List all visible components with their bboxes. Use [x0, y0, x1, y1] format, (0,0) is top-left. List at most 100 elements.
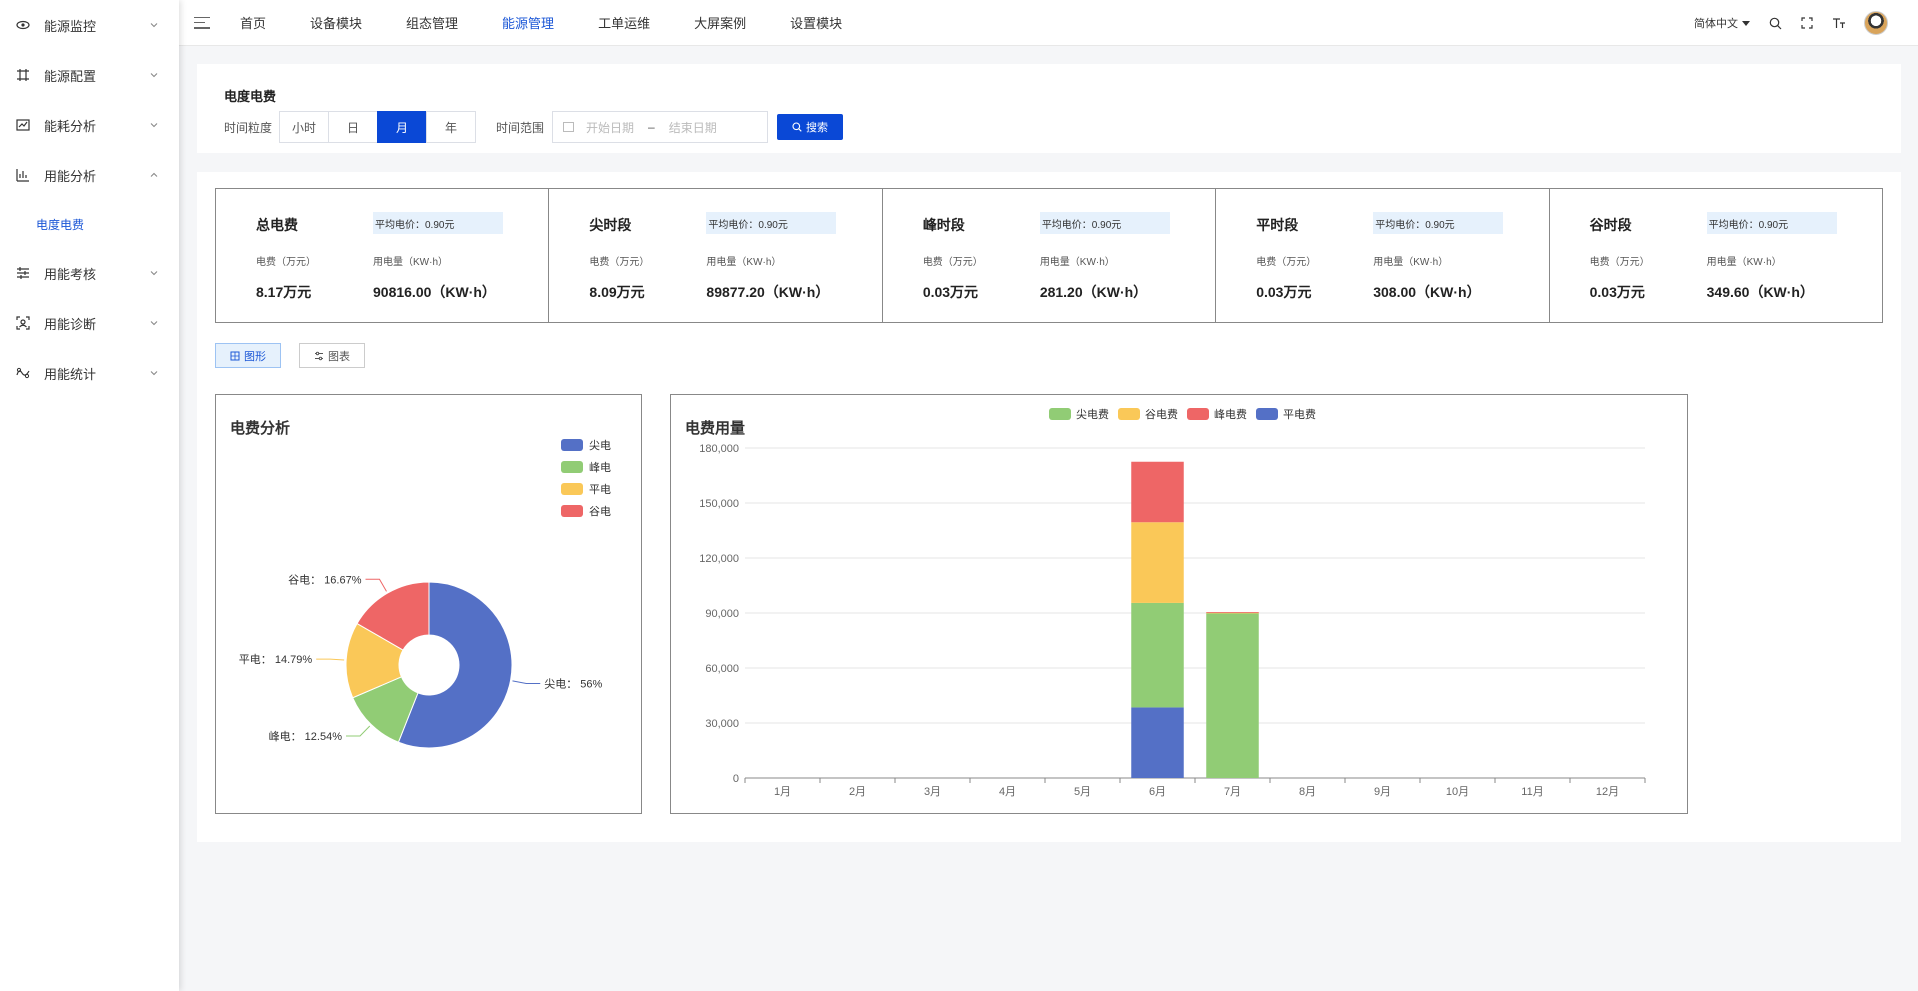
- nav-configuration[interactable]: 组态管理: [406, 16, 459, 31]
- stat-peak: 峰时段 平均电价：0.90元 电费（万元） 用电量（KW·h） 0.03万元 2…: [883, 189, 1217, 322]
- search-icon[interactable]: [1768, 16, 1782, 30]
- y-tick-label: 90,000: [705, 608, 739, 620]
- granularity-year-button[interactable]: 年: [426, 111, 477, 143]
- stat-fee-value: 8.09万元: [589, 284, 645, 300]
- x-tick-label: 8月: [1299, 786, 1316, 798]
- nav-energy-management[interactable]: 能源管理: [502, 16, 555, 31]
- stat-peak-top: 尖时段 平均电价：0.90元 电费（万元） 用电量（KW·h） 8.09万元 8…: [549, 189, 883, 322]
- bar-legend-swatch: [1118, 408, 1140, 420]
- list-icon: [16, 266, 30, 280]
- pie-chart-title: 电费分析: [230, 420, 291, 437]
- menu-toggle-icon[interactable]: [194, 16, 210, 29]
- nav-settings[interactable]: 设置模块: [790, 16, 843, 31]
- stat-fee-value: 8.17万元: [256, 284, 312, 300]
- stat-title: 总电费: [256, 217, 298, 233]
- sidebar-subitem-electricity-fee[interactable]: 电度电费: [36, 217, 85, 232]
- stat-usage-value: 90816.00（KW·h）: [373, 284, 496, 300]
- stat-title: 峰时段: [922, 217, 965, 233]
- y-tick-label: 30,000: [705, 718, 739, 730]
- x-tick-label: 3月: [924, 786, 941, 798]
- sliders-icon: [315, 351, 323, 360]
- bar-segment: [1206, 612, 1259, 614]
- bar-legend-swatch: [1256, 408, 1278, 420]
- top-navbar: 首页 设备模块 组态管理 能源管理 工单运维 大屏案例 设置模块 简体中文: [179, 0, 1918, 46]
- start-date-input[interactable]: 开始日期: [586, 120, 635, 135]
- y-tick-label: 60,000: [705, 663, 739, 675]
- bar-legend-label: 峰电费: [1214, 408, 1247, 421]
- stat-fee-value: 0.03万元: [1256, 284, 1312, 300]
- font-size-icon[interactable]: [1832, 16, 1846, 30]
- sidebar-item-usage-analysis[interactable]: 用能分析: [0, 150, 179, 200]
- nav-big-screen[interactable]: 大屏案例: [694, 16, 747, 31]
- chevron-down-icon: [150, 23, 158, 28]
- nav-device-module[interactable]: 设备模块: [310, 16, 363, 31]
- sidebar-item-consumption-analysis[interactable]: 能耗分析: [0, 100, 179, 150]
- pie-leader-line: [346, 725, 371, 737]
- x-tick-label: 10月: [1446, 786, 1469, 798]
- calendar-icon: [563, 122, 575, 132]
- pie-legend-swatch: [561, 439, 583, 451]
- bar-segment: [1131, 602, 1184, 708]
- stat-usage-label: 用电量（KW·h）: [373, 257, 448, 268]
- stat-fee-label: 电费（万元）: [922, 257, 983, 268]
- x-tick-label: 9月: [1374, 786, 1391, 798]
- stat-usage-value: 89877.20（KW·h）: [706, 284, 830, 300]
- table-view-button[interactable]: 图表: [299, 343, 365, 368]
- stat-avg-price: 平均电价：0.90元: [706, 212, 837, 234]
- chevron-up-icon: [150, 172, 158, 177]
- end-date-input[interactable]: 结束日期: [668, 120, 717, 135]
- pie-legend-label: 峰电: [589, 461, 611, 474]
- y-tick-label: 0: [733, 773, 739, 785]
- granularity-month-button[interactable]: 月: [377, 111, 428, 143]
- pie-data-label: 谷电： 16.67%: [288, 573, 362, 586]
- granularity-label: 时间粒度: [224, 120, 273, 135]
- pie-legend-swatch: [561, 483, 583, 495]
- stat-total: 总电费 平均电价：0.90元 电费（万元） 用电量（KW·h） 8.17万元 9…: [216, 189, 550, 322]
- sidebar-item-energy-monitor[interactable]: 能源监控: [0, 0, 179, 50]
- pie-legend-label: 平电: [589, 483, 611, 496]
- pie-legend-swatch: [561, 505, 583, 517]
- graph-view-button[interactable]: 图形: [215, 343, 281, 368]
- stat-avg-price: 平均电价：0.90元: [1706, 212, 1837, 234]
- sidebar-item-usage-assessment[interactable]: 用能考核: [0, 248, 179, 298]
- nav-home[interactable]: 首页: [240, 16, 267, 31]
- stat-avg-price: 平均电价：0.90元: [373, 212, 503, 234]
- time-range-label: 时间范围: [496, 120, 545, 135]
- language-label: 简体中文: [1694, 18, 1738, 30]
- language-selector[interactable]: 简体中文: [1694, 15, 1750, 31]
- bar-chart-title: 电费用量: [685, 420, 746, 437]
- bar-segment: [1206, 612, 1259, 613]
- graph-view-label: 图形: [244, 350, 266, 363]
- search-button[interactable]: 搜索: [777, 114, 844, 140]
- sidebar-item-usage-diagnosis[interactable]: 用能诊断: [0, 298, 179, 348]
- bar-chart: 尖电费 谷电费 峰电费 平电费 0 30,000 60,000 90,000 120,000 15…: [699, 408, 1646, 798]
- y-tick-label: 180,000: [699, 443, 739, 455]
- sidebar-item-label: 用能诊断: [44, 316, 97, 332]
- bar-segment: [1131, 461, 1184, 523]
- pie-leader-line: [316, 658, 345, 661]
- eye-icon: [16, 18, 30, 32]
- analysis-icon: [16, 168, 30, 182]
- chart-icon: [16, 118, 30, 132]
- stat-usage-label: 用电量（KW·h）: [1039, 257, 1115, 268]
- pie-slice: [397, 581, 513, 749]
- fullscreen-icon[interactable]: [1800, 16, 1814, 30]
- granularity-hour-button[interactable]: 小时: [279, 111, 330, 143]
- granularity-day-button[interactable]: 日: [328, 111, 379, 143]
- sidebar-item-energy-config[interactable]: 能源配置: [0, 50, 179, 100]
- nav-work-order[interactable]: 工单运维: [598, 16, 651, 31]
- pie-leader-line: [512, 680, 541, 685]
- stat-avg-price: 平均电价：0.90元: [1039, 212, 1170, 234]
- granularity-segmented: 小时 日 月 年: [279, 111, 477, 143]
- sidebar-item-usage-statistics[interactable]: 用能统计: [0, 348, 179, 398]
- x-tick-label: 11月: [1521, 786, 1543, 798]
- bar-segment: [1131, 522, 1184, 603]
- pie-leader-line: [365, 578, 387, 592]
- stat-usage-value: 281.20（KW·h）: [1039, 284, 1148, 300]
- date-range-picker[interactable]: 开始日期 – 结束日期: [552, 111, 769, 143]
- pie-data-label: 平电： 14.79%: [239, 653, 313, 666]
- bar-legend-swatch: [1187, 408, 1209, 420]
- avatar[interactable]: [1864, 11, 1888, 35]
- pie-data-label: 尖电： 56%: [544, 678, 602, 691]
- main-card: 总电费 平均电价：0.90元 电费（万元） 用电量（KW·h） 8.17万元 9…: [197, 172, 1901, 842]
